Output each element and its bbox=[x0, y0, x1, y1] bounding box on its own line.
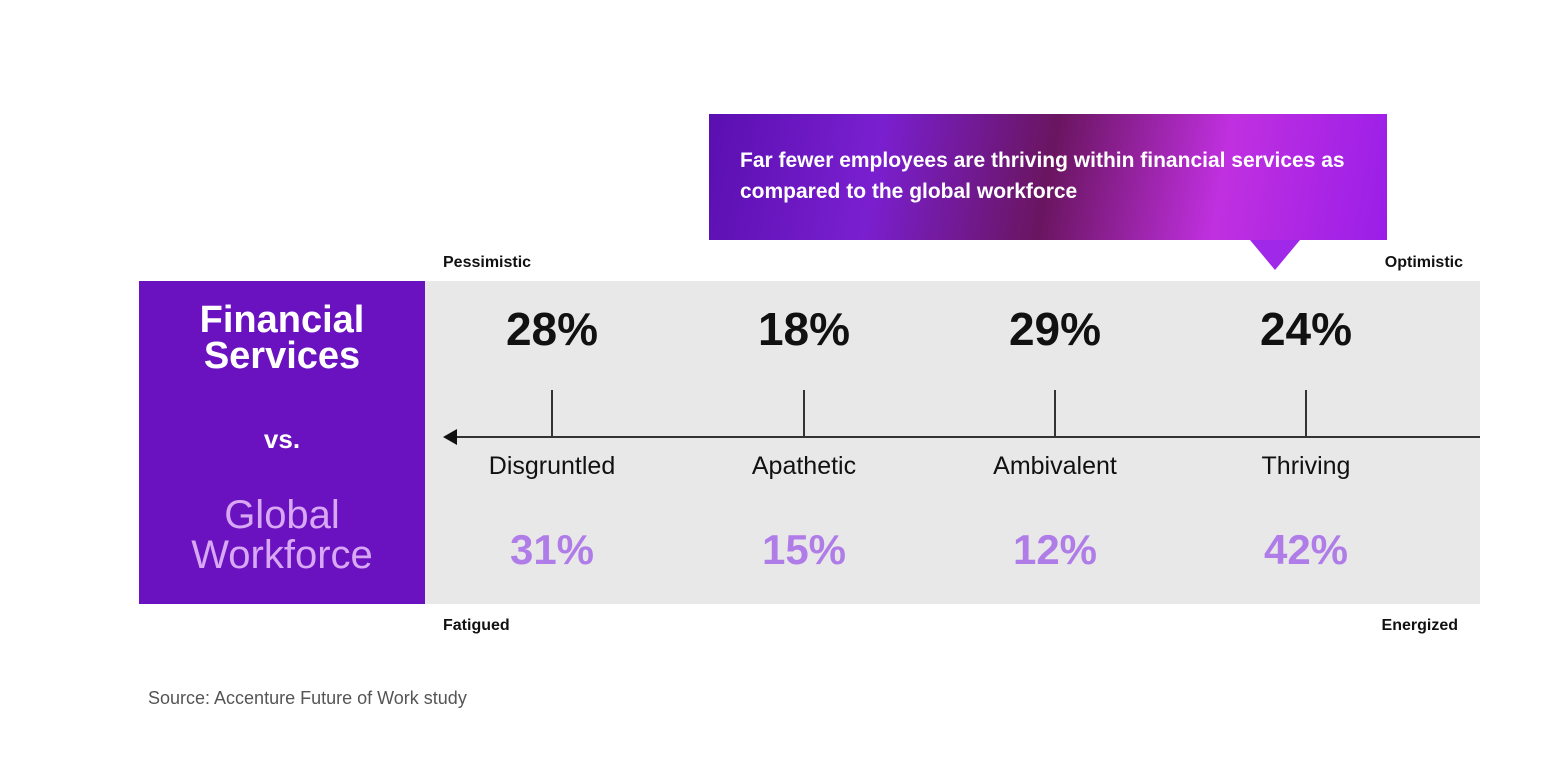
axis-tick bbox=[803, 390, 805, 437]
global-workforce-value: 12% bbox=[1012, 526, 1098, 573]
global-workforce-value: 31% bbox=[509, 526, 595, 573]
financial-services-value: 28% bbox=[505, 303, 599, 355]
global-workforce-value: 42% bbox=[1263, 526, 1349, 573]
callout-pointer bbox=[1250, 240, 1300, 270]
label-optimistic: Optimistic bbox=[1384, 254, 1463, 271]
label-fatigued: Fatigued bbox=[443, 617, 510, 634]
category-label: Ambivalent bbox=[993, 452, 1117, 480]
axis-tick bbox=[1305, 390, 1307, 437]
global-workforce-title: Global Workforce bbox=[139, 495, 425, 575]
financial-services-title: Financial Services bbox=[139, 299, 425, 377]
axis-tick bbox=[551, 390, 553, 437]
compare-line2: Workforce bbox=[191, 533, 373, 577]
title-line1: Financial bbox=[199, 299, 365, 341]
global-workforce-value: 15% bbox=[761, 526, 847, 573]
category-label: Thriving bbox=[1261, 452, 1351, 480]
category-label: Apathetic bbox=[751, 452, 857, 480]
axis-tick bbox=[1054, 390, 1056, 437]
financial-services-value: 18% bbox=[757, 303, 851, 355]
label-energized: Energized bbox=[1381, 617, 1458, 634]
financial-services-value: 24% bbox=[1259, 303, 1353, 355]
callout-box bbox=[709, 114, 1387, 240]
vs-label: vs. bbox=[263, 424, 301, 454]
compare-line1: Global bbox=[224, 493, 340, 537]
chart-panel bbox=[425, 281, 1480, 604]
financial-services-value: 29% bbox=[1008, 303, 1102, 355]
callout-text: Far fewer employees are thriving within … bbox=[740, 149, 1345, 203]
label-pessimistic: Pessimistic bbox=[443, 254, 532, 271]
arrow-left-icon bbox=[443, 429, 457, 445]
source-note: Source: Accenture Future of Work study bbox=[148, 688, 467, 708]
comparison-box bbox=[139, 281, 425, 604]
axis-line bbox=[455, 436, 1480, 438]
category-label: Disgruntled bbox=[488, 452, 616, 480]
title-line2: Services bbox=[203, 335, 361, 377]
